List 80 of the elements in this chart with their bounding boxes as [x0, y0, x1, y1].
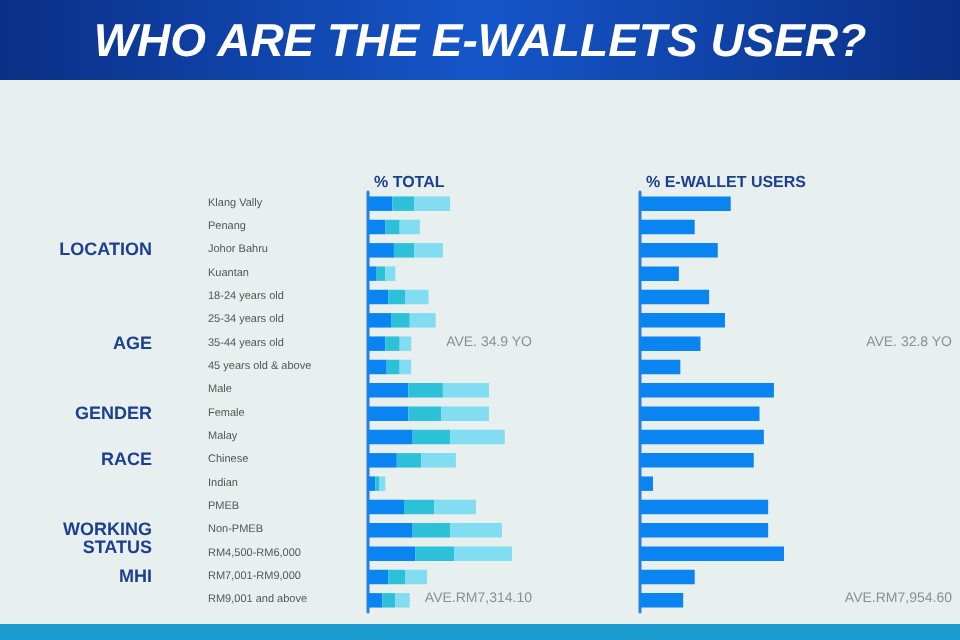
chart-subtitle: % TOTAL: [374, 173, 445, 191]
bar: [421, 453, 456, 468]
bar: [368, 429, 413, 445]
bar: [368, 523, 413, 538]
bar: [368, 406, 409, 421]
bar: [368, 289, 389, 305]
bar: [640, 219, 695, 235]
bar: [441, 406, 489, 421]
bar: [391, 313, 410, 328]
bar: [399, 336, 412, 351]
bar: [388, 569, 406, 585]
bar: [395, 593, 410, 608]
bar: [415, 546, 455, 561]
bar: [404, 499, 435, 515]
bar: [412, 429, 451, 445]
bar: [399, 359, 412, 375]
bar: [368, 593, 383, 608]
bar: [368, 219, 386, 235]
bar: [640, 453, 754, 468]
bar: [392, 196, 415, 211]
bar: [434, 499, 476, 515]
bar: [385, 266, 396, 281]
text: RACE: [100, 449, 152, 470]
bar: [640, 196, 731, 211]
bar: [388, 289, 406, 305]
bar: [640, 289, 710, 305]
bar: [368, 243, 394, 258]
bar: [399, 219, 420, 235]
bar: [640, 476, 653, 491]
bar: [640, 313, 725, 328]
bar: [409, 313, 436, 328]
bar: [368, 383, 409, 398]
bar: [454, 546, 512, 561]
bar: [368, 499, 404, 515]
bar: [368, 313, 392, 328]
bar: [640, 523, 769, 538]
bar: [385, 336, 400, 351]
bar: [640, 336, 701, 351]
text: WORKING STATUS: [63, 519, 152, 558]
bar: [414, 243, 443, 258]
bar: [368, 476, 376, 491]
bar: [386, 359, 400, 375]
bar: [405, 569, 428, 585]
bar: [385, 219, 400, 235]
bar: [368, 196, 393, 211]
text: MHI: [119, 566, 152, 586]
bar: [368, 546, 416, 561]
bar: [393, 243, 415, 258]
bar: [379, 476, 386, 491]
bar: [450, 429, 505, 445]
text: AGE: [112, 332, 152, 353]
bar: [412, 523, 451, 538]
bar: [414, 196, 451, 211]
bar: [640, 243, 718, 258]
bar: [640, 359, 681, 375]
bar: [640, 266, 679, 281]
bar: [408, 406, 442, 421]
bar: [640, 593, 684, 608]
bar: [382, 593, 396, 608]
bar: [640, 429, 764, 445]
bar: [640, 546, 784, 561]
bar: [368, 359, 387, 375]
bar: [368, 453, 397, 468]
bar: [450, 523, 502, 538]
chart-title: % E-WALLET USERS: [646, 173, 808, 191]
bar: [405, 289, 429, 305]
bar: [396, 453, 422, 468]
bar: [368, 569, 389, 585]
bar: [368, 266, 377, 281]
bar: [640, 383, 774, 398]
text: LOCATION: [59, 239, 152, 260]
bar: [376, 266, 386, 281]
bar: [368, 336, 386, 351]
text: GENDER: [74, 402, 153, 423]
bar: [408, 383, 443, 398]
bar: [640, 569, 695, 585]
chart-title: WHO ARE THE E-WALLETS USER?: [0, 0, 960, 80]
bar: [640, 499, 769, 515]
bar: [640, 406, 760, 421]
bar: [442, 383, 489, 398]
